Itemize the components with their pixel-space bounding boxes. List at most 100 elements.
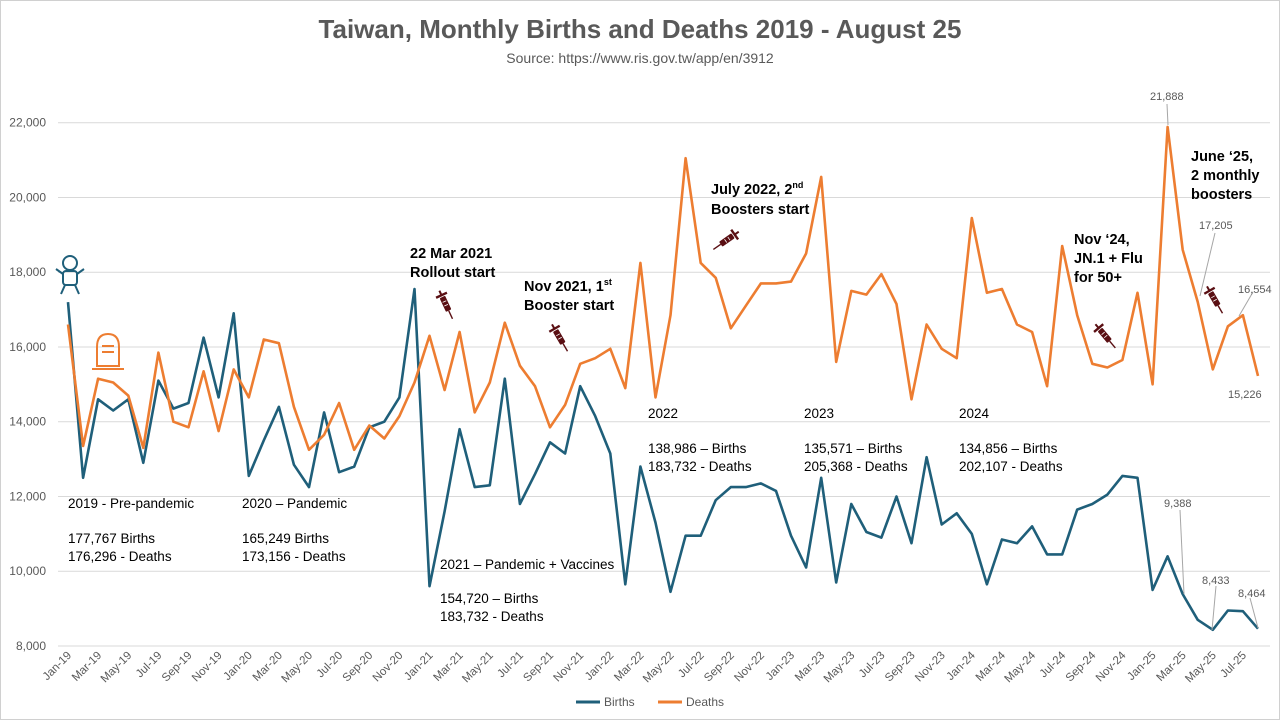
syringe-icon-booster2	[708, 225, 744, 256]
x-tick-label: Jan-25	[1125, 650, 1158, 683]
chart-title: Taiwan, Monthly Births and Deaths 2019 -…	[318, 14, 962, 44]
annotation-june25-line3: boosters	[1191, 187, 1252, 203]
x-tick-label: Mar-21	[432, 650, 466, 684]
annotation-booster1-sup: st	[604, 277, 612, 287]
x-tick-label: Jul-25	[1218, 650, 1249, 681]
x-tick-label: Sep-24	[1064, 649, 1099, 684]
value-label-deaths-jul25: 16,554	[1238, 284, 1272, 296]
x-tick-label: May-20	[280, 650, 316, 686]
x-tick-label: Nov-20	[371, 650, 406, 685]
annotation-2024-head: 2024	[959, 406, 990, 421]
x-tick-label: Sep-19	[160, 650, 195, 685]
syringe-icon-june25	[1200, 282, 1229, 318]
series-line-deaths	[66, 125, 1260, 452]
annotation-jn1-line1: Nov ‘24,	[1074, 232, 1130, 248]
x-tick-label: Mar-25	[1155, 650, 1189, 684]
syringe-icon-rollout	[432, 286, 460, 323]
chart-subtitle: Source: https://www.ris.gov.tw/app/en/39…	[506, 50, 774, 66]
x-tick-label: May-19	[99, 650, 135, 686]
x-tick-label: Sep-23	[883, 650, 918, 685]
annotation-2022-births: 138,986 – Births	[648, 441, 747, 456]
x-tick-label: Jan-20	[222, 650, 255, 683]
annotation-june25-line1: June ‘25,	[1191, 149, 1253, 165]
annotation-2023-head: 2023	[804, 406, 834, 421]
annotation-2020-head: 2020 – Pandemic	[242, 496, 347, 511]
x-tick-label: Jan-19	[41, 650, 74, 683]
annotation-2023-births: 135,571 – Births	[804, 441, 903, 456]
annotation-2021-births: 154,720 – Births	[440, 591, 539, 606]
x-tick-label: Mar-22	[612, 650, 646, 684]
annotation-2019-deaths: 176,296 - Deaths	[68, 549, 172, 564]
x-tick-label: Sep-21	[521, 650, 556, 685]
series-line-births	[66, 287, 1259, 632]
series-lines	[66, 125, 1260, 632]
value-label-peak: 21,888	[1150, 91, 1184, 103]
x-tick-label: Jan-24	[945, 649, 979, 683]
legend-births-label: Births	[604, 695, 635, 709]
x-tick-label: Mar-19	[70, 650, 104, 684]
annotation-jn1-line3: for 50+	[1074, 270, 1122, 286]
annotation-june25-line2: 2 monthly	[1191, 168, 1259, 184]
x-tick-label: Nov-22	[732, 650, 767, 685]
value-label-deaths-aug25: 15,226	[1228, 389, 1262, 401]
annotation-2022-deaths: 183,732 - Deaths	[648, 459, 752, 474]
y-tick-label: 20,000	[9, 190, 46, 204]
x-tick-label: May-24	[1003, 649, 1039, 685]
annotation-2020-births: 165,249 Births	[242, 531, 329, 546]
x-tick-label: May-22	[641, 650, 677, 686]
y-tick-label: 18,000	[9, 265, 46, 279]
x-tick-label: Sep-20	[341, 650, 376, 685]
x-tick-label: Nov-19	[190, 650, 225, 685]
annotation-2020-deaths: 173,156 - Deaths	[242, 549, 346, 564]
x-tick-label: Nov-21	[552, 650, 587, 685]
y-tick-label: 8,000	[16, 639, 46, 653]
x-tick-label: May-23	[822, 650, 858, 686]
baby-icon	[55, 255, 85, 295]
annotation-2021-deaths: 183,732 - Deaths	[440, 609, 544, 624]
x-tick-label: May-21	[460, 650, 496, 686]
annotation-2021-head: 2021 – Pandemic + Vaccines	[440, 557, 614, 572]
gravestone-icon	[92, 332, 124, 370]
x-tick-label: Nov-24	[1094, 649, 1129, 684]
annotation-2022-head: 2022	[648, 406, 678, 421]
legend: Births Deaths	[576, 695, 724, 709]
annotation-booster1-text: Nov 2021, 1	[524, 279, 604, 295]
value-label-deaths-mar25: 17,205	[1199, 220, 1233, 232]
y-tick-label: 14,000	[9, 415, 46, 429]
value-label-births-mar25: 9,388	[1164, 498, 1192, 510]
annotation-booster1-line1: Nov 2021, 1st	[524, 277, 612, 295]
x-tick-label: Jan-23	[764, 650, 797, 683]
legend-deaths-label: Deaths	[686, 695, 724, 709]
annotation-booster1-line2: Booster start	[524, 298, 614, 314]
y-tick-label: 12,000	[9, 489, 46, 503]
annotation-rollout-line1: 22 Mar 2021	[410, 246, 492, 262]
annotation-2024-births: 134,856 – Births	[959, 441, 1058, 456]
y-tick-label: 22,000	[9, 116, 46, 130]
annotation-2023-deaths: 205,368 - Deaths	[804, 459, 908, 474]
annotation-2019-births: 177,767 Births	[68, 531, 155, 546]
x-tick-label: Jan-22	[583, 650, 616, 683]
annotation-booster2-line1: July 2022, 2nd	[711, 180, 803, 198]
syringe-icon-booster1	[545, 320, 574, 356]
annotation-2024-deaths: 202,107 - Deaths	[959, 459, 1063, 474]
x-tick-label: Jan-21	[402, 650, 435, 683]
x-tick-label: Sep-22	[702, 650, 737, 685]
x-tick-label: Mar-20	[251, 650, 285, 684]
annotation-rollout-line2: Rollout start	[410, 265, 496, 281]
x-tick-label: Mar-23	[793, 650, 827, 684]
y-tick-label: 10,000	[9, 564, 46, 578]
y-axis-ticks: 8,000 10,000 12,000 14,000 16,000 18,000 20,00…	[9, 116, 46, 653]
annotation-jn1-line2: JN.1 + Flu	[1074, 251, 1143, 267]
annotation-2019-head: 2019 - Pre-pandemic	[68, 496, 194, 511]
y-tick-label: 16,000	[9, 340, 46, 354]
annotation-booster2-sup: nd	[792, 180, 803, 190]
x-tick-label: Nov-23	[913, 650, 948, 685]
value-label-births-aug25: 8,464	[1238, 588, 1266, 600]
annotation-booster2-line2: Boosters start	[711, 202, 809, 218]
value-label-births-may25: 8,433	[1202, 575, 1230, 587]
annotation-booster2-text: July 2022, 2	[711, 182, 792, 198]
x-tick-label: May-25	[1183, 650, 1219, 686]
